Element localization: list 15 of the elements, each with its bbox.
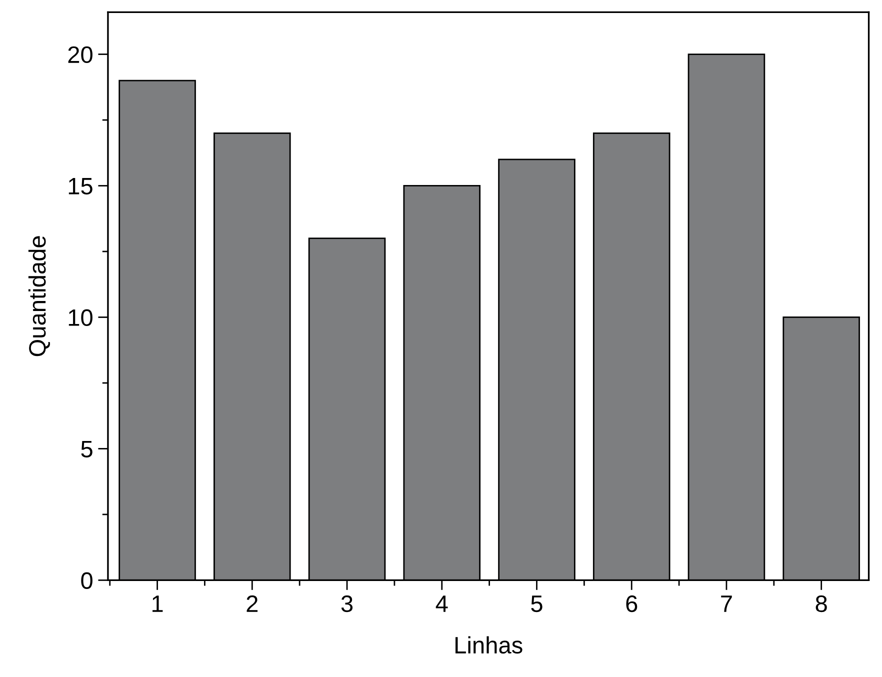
- x-tick-label: 5: [531, 596, 542, 612]
- x-tick-label: 7: [721, 596, 732, 612]
- x-tick-label: 8: [816, 595, 827, 612]
- y-axis-title: Quantidade: [28, 236, 50, 356]
- y-tick-label: 20: [68, 46, 92, 64]
- y-tick-label: 10: [68, 309, 92, 326]
- y-tick-label: 15: [68, 178, 92, 195]
- y-tick-label: 5: [81, 441, 92, 458]
- x-tick-label: 2: [246, 595, 258, 612]
- y-tick-label: 0: [81, 572, 92, 589]
- x-tick-label: 4: [436, 596, 448, 612]
- x-tick-label: 1: [152, 596, 163, 612]
- x-tick-label: 3: [341, 595, 353, 612]
- x-axis-title: Linhas: [456, 636, 522, 654]
- x-tick-label: 6: [626, 595, 638, 612]
